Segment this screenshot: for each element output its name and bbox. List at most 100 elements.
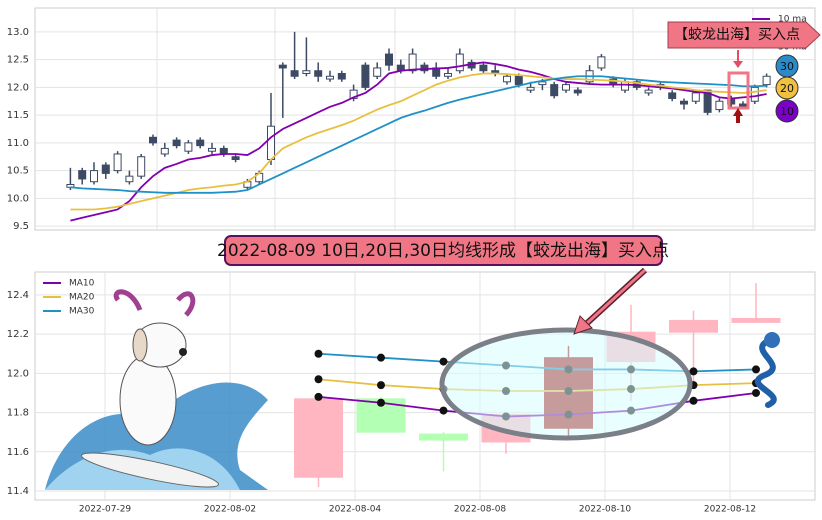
candle-body — [290, 70, 299, 77]
candle-body — [750, 86, 759, 102]
ma-marker — [752, 365, 760, 374]
ma-marker — [314, 392, 323, 401]
candle-body — [408, 53, 417, 72]
signal-label-box — [667, 21, 821, 49]
y-tick-label: 12.0 — [7, 82, 29, 93]
candle-body — [137, 156, 146, 177]
y-tick-label: 10.5 — [7, 166, 29, 177]
candle-body — [562, 84, 570, 91]
x-tick-label: 2022-08-12 — [704, 505, 756, 515]
candle-body — [361, 64, 370, 88]
candle-body — [538, 81, 547, 86]
candle-body — [479, 64, 488, 72]
candle-body — [621, 81, 629, 91]
y-tick-label: 13.0 — [7, 27, 29, 38]
ma-marker — [377, 353, 385, 362]
y-tick-label: 11.6 — [7, 447, 29, 458]
y-tick-label: 12.2 — [7, 329, 29, 340]
badge-label: 10 — [780, 105, 794, 118]
candle-body — [503, 75, 511, 83]
candle-body — [90, 170, 98, 183]
highlight-ellipse — [439, 327, 693, 441]
candle-body — [184, 142, 193, 152]
candle-body — [644, 89, 653, 94]
candle-body — [550, 84, 559, 97]
candle-body — [231, 156, 240, 161]
candle-body — [739, 103, 747, 108]
dragon-illustration — [754, 332, 780, 408]
badge-label: 20 — [780, 82, 794, 95]
candle-body — [420, 64, 429, 72]
up-arrow — [733, 108, 743, 123]
candle-body — [267, 125, 275, 161]
badge-label: 30 — [780, 60, 794, 73]
candle-body — [669, 319, 718, 333]
candle-body — [160, 147, 169, 155]
ma-line — [70, 72, 767, 211]
ma-marker — [752, 388, 760, 397]
ma-line — [70, 75, 767, 194]
legend-label: 10 ma — [778, 15, 807, 25]
candle-body — [196, 139, 205, 147]
surfer-illustration — [45, 289, 268, 490]
badge — [775, 76, 799, 100]
candle-body — [514, 75, 523, 86]
candle-body — [668, 92, 677, 99]
y-tick-label: 9.5 — [13, 221, 29, 232]
y-tick-label: 11.5 — [7, 110, 29, 121]
candle-body — [294, 398, 343, 478]
candle-body — [680, 100, 688, 105]
candle-body — [526, 86, 535, 91]
ma-marker — [377, 398, 385, 407]
candle-body — [208, 147, 216, 152]
candle-body — [731, 317, 781, 323]
ma-marker — [314, 349, 323, 358]
candle-body — [337, 72, 346, 80]
ma-line — [70, 61, 767, 222]
x-tick-label: 2022-08-02 — [204, 505, 256, 515]
x-tick-label: 2022-08-04 — [329, 505, 382, 515]
y-tick-label: 12.0 — [7, 368, 29, 379]
y-tick-label: 11.0 — [7, 138, 29, 149]
candle-body — [349, 89, 358, 99]
overlay-layer — [439, 267, 693, 441]
candle-body — [78, 170, 87, 180]
candle-body — [597, 56, 606, 69]
x-tick-label: 2022-08-10 — [579, 505, 632, 515]
candle-body — [373, 67, 382, 77]
y-tick-label: 10.0 — [7, 193, 29, 204]
legend-label: MA10 — [69, 279, 95, 289]
candle-body — [278, 64, 287, 69]
candle-body — [113, 153, 122, 172]
candle-body — [573, 89, 582, 94]
ma-marker — [377, 381, 385, 390]
candle-body — [455, 53, 464, 72]
candle-body — [326, 75, 334, 80]
candle-body — [691, 92, 700, 102]
candle-body — [444, 72, 452, 77]
candle-body — [125, 175, 134, 183]
signal-arrowhead — [733, 61, 743, 68]
y-tick-label: 11.8 — [7, 408, 29, 419]
candle-body — [419, 433, 468, 441]
ma-marker — [439, 406, 448, 415]
x-tick-label: 2022-07-29 — [79, 505, 132, 515]
signal-label: 【蛟龙出海】买入点 — [674, 27, 800, 43]
banner-title: 2022-08-09 10日,20日,30日均线形成【蛟龙出海】买入点 — [217, 241, 669, 261]
candle-body — [302, 70, 311, 74]
y-tick-label: 12.5 — [7, 55, 29, 66]
legend-label: MA20 — [69, 293, 95, 303]
candle-body — [101, 164, 110, 174]
x-tick-label: 2022-08-08 — [454, 505, 507, 515]
signal-box — [727, 71, 750, 110]
candle-body — [703, 89, 712, 113]
candle-body — [762, 75, 771, 86]
y-tick-label: 11.4 — [7, 486, 29, 497]
y-tick-label: 12.4 — [7, 290, 29, 301]
candle-body — [149, 136, 157, 144]
pointer-arrowhead — [573, 315, 593, 335]
ma-marker — [689, 367, 698, 376]
ma-marker — [439, 357, 448, 366]
legend-label: MA30 — [69, 307, 95, 317]
